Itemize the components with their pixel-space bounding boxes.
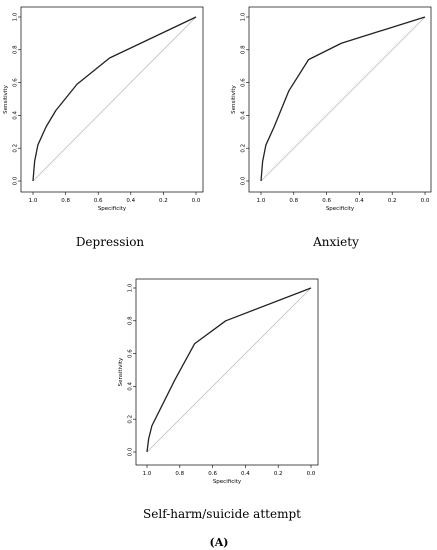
y-tick-label: 0.6 xyxy=(241,78,247,87)
y-tick-label: 0.2 xyxy=(13,144,19,153)
y-tick-label: 1.0 xyxy=(241,12,247,21)
plot-frame xyxy=(20,6,204,193)
y-tick-label: 0.0 xyxy=(128,447,134,456)
x-tick-label: 1.0 xyxy=(143,471,152,477)
x-axis-label: Specificity xyxy=(326,206,355,212)
panel-label: (A) xyxy=(210,536,229,549)
x-tick-label: 0.4 xyxy=(355,198,364,204)
plot-frame xyxy=(248,6,432,193)
y-tick-label: 0.6 xyxy=(128,349,134,358)
plot-frame xyxy=(135,278,319,466)
y-axis-label: Sensitivity xyxy=(3,84,9,113)
y-tick-label: 0.2 xyxy=(241,144,247,153)
y-tick-label: 0.4 xyxy=(128,382,134,391)
y-tick-label: 0.6 xyxy=(13,78,19,87)
caption-depression: Depression xyxy=(76,235,145,249)
x-tick-label: 0.6 xyxy=(208,471,217,477)
roc-curve-line xyxy=(146,287,312,453)
reference-diagonal xyxy=(32,16,197,182)
y-tick-label: 0.4 xyxy=(13,111,19,120)
y-tick-label: 0.8 xyxy=(241,45,247,54)
x-tick-label: 0.0 xyxy=(192,198,201,204)
x-tick-label: 0.8 xyxy=(61,198,70,204)
y-tick-label: 1.0 xyxy=(13,12,19,21)
y-axis-label: Sensitivity xyxy=(231,84,237,113)
roc-curve-line xyxy=(32,16,197,182)
y-tick-label: 0.8 xyxy=(13,45,19,54)
x-tick-label: 0.2 xyxy=(159,198,168,204)
y-tick-label: 0.0 xyxy=(241,176,247,185)
x-tick-label: 0.6 xyxy=(322,198,331,204)
x-tick-label: 0.2 xyxy=(274,471,283,477)
y-tick-label: 1.0 xyxy=(128,283,134,292)
x-axis-label: Specificity xyxy=(213,479,242,485)
y-tick-label: 0.0 xyxy=(13,176,19,185)
x-axis-label: Specificity xyxy=(98,206,127,212)
x-tick-label: 0.0 xyxy=(307,471,316,477)
y-tick-label: 0.8 xyxy=(128,316,134,325)
x-tick-label: 0.0 xyxy=(421,198,430,204)
y-axis-label: Sensitivity xyxy=(118,357,124,386)
x-tick-label: 0.8 xyxy=(175,471,184,477)
x-tick-label: 0.8 xyxy=(289,198,298,204)
x-tick-label: 0.6 xyxy=(94,198,103,204)
x-tick-label: 0.2 xyxy=(388,198,397,204)
caption-self-harm: Self-harm/suicide attempt xyxy=(143,507,301,521)
y-tick-label: 0.4 xyxy=(241,111,247,120)
reference-diagonal xyxy=(260,16,426,182)
roc-panel-depression: 1.0 0.8 0.6 0.4 0.2 0.0 Specificity 0.0 0.2 0.4 0.… xyxy=(3,6,204,212)
x-tick-label: 1.0 xyxy=(257,198,266,204)
roc-panel-anxiety: 1.0 0.8 0.6 0.4 0.2 0.0 Specificity 0.0 0.2 0.4 0.… xyxy=(231,6,432,212)
caption-anxiety: Anxiety xyxy=(312,235,359,249)
roc-panel-self-harm: 1.0 0.8 0.6 0.4 0.2 0.0 Specificity 0.0 0.2 0.4 0.… xyxy=(118,278,319,485)
x-tick-label: 1.0 xyxy=(29,198,38,204)
y-tick-label: 0.2 xyxy=(128,415,134,424)
x-tick-label: 0.4 xyxy=(241,471,250,477)
x-tick-label: 0.4 xyxy=(126,198,135,204)
roc-curve-line xyxy=(260,16,426,182)
reference-diagonal xyxy=(146,287,312,453)
